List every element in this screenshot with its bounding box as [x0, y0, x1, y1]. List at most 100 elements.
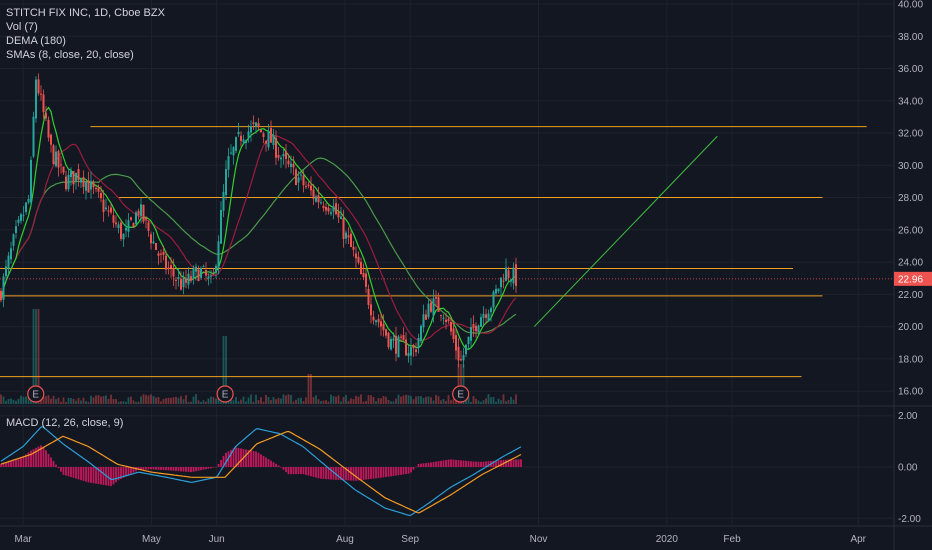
candle-body	[87, 180, 90, 193]
macd-histogram-bar	[247, 449, 250, 467]
volume-bar	[502, 394, 505, 404]
earnings-marker[interactable]	[452, 385, 470, 403]
candle-body	[345, 232, 347, 239]
volume-bar	[365, 400, 367, 404]
macd-tick-label: 2.00	[898, 411, 918, 422]
macd-histogram-bar	[322, 467, 325, 479]
volume-bar	[170, 397, 172, 404]
volume-bar	[305, 397, 307, 404]
volume-bar	[342, 397, 345, 404]
price-tick-label: 20.00	[898, 322, 923, 333]
candle-body	[342, 218, 345, 239]
candle-body	[375, 320, 377, 323]
candle-body	[25, 202, 27, 213]
volume-bar	[247, 397, 250, 404]
macd-histogram-bar	[65, 467, 67, 476]
candle-body	[515, 264, 517, 286]
macd-histogram-bar	[102, 467, 105, 485]
candle-body	[507, 270, 510, 278]
volume-bar	[360, 394, 362, 404]
volume-bar	[395, 398, 397, 404]
candle-body	[262, 133, 265, 138]
candle-body	[335, 203, 337, 215]
candle-body	[500, 277, 502, 288]
candle-body	[45, 112, 47, 119]
legend-dema: DEMA (180)	[6, 35, 66, 47]
macd-histogram-bar	[387, 467, 390, 477]
earnings-marker[interactable]	[216, 385, 234, 403]
candle-body	[232, 147, 235, 156]
candle-body	[160, 253, 162, 255]
volume-bar	[430, 397, 432, 404]
candle-body	[10, 248, 12, 260]
macd-histogram-bar	[362, 467, 365, 480]
macd-histogram-bar	[25, 454, 27, 467]
price-tick-label: 32.00	[898, 129, 923, 140]
volume-bar	[407, 395, 410, 404]
volume-bar	[445, 400, 447, 404]
earnings-marker[interactable]	[27, 385, 45, 403]
trend-projection-line[interactable]	[533, 135, 718, 327]
macd-histogram-bar	[320, 467, 322, 479]
candle-body	[65, 176, 67, 190]
volume-bar	[397, 394, 400, 404]
volume-bar	[315, 395, 317, 404]
candle-body	[310, 185, 312, 191]
volume-bar	[135, 401, 137, 404]
volume-bar	[277, 397, 280, 404]
macd-histogram-bar	[100, 467, 102, 485]
macd-histogram-bar	[350, 467, 352, 481]
macd-histogram-bar	[37, 446, 40, 467]
volume-bar	[70, 398, 72, 404]
macd-histogram-bar	[447, 459, 450, 467]
volume-bar	[422, 397, 425, 404]
macd-histogram-bar	[505, 459, 507, 467]
volume-bar	[330, 394, 332, 404]
price-tick-label: 38.00	[898, 32, 923, 43]
candle-body	[472, 324, 475, 328]
macd-histogram-bar	[357, 467, 360, 481]
volume-bar	[357, 396, 360, 404]
volume-bar	[152, 396, 155, 404]
candle-body	[327, 207, 330, 212]
macd-histogram-bar	[232, 448, 235, 467]
candle-body	[330, 212, 332, 214]
macd-histogram-bar	[375, 467, 377, 479]
candle-body	[410, 347, 412, 356]
macd-histogram-bar	[107, 467, 110, 486]
volume-bar	[262, 401, 265, 404]
volume-bar	[162, 399, 165, 404]
volume-bar	[270, 399, 272, 404]
macd-histogram-bar	[392, 467, 395, 476]
candle-body	[305, 186, 307, 188]
volume-bar	[462, 364, 465, 404]
candle-body	[482, 313, 485, 318]
volume-bar	[427, 396, 430, 404]
volume-bar	[260, 397, 262, 404]
macd-histogram-bar	[272, 462, 275, 467]
candle-body	[175, 279, 177, 281]
volume-bar	[57, 397, 60, 404]
macd-histogram-bar	[477, 461, 480, 467]
volume-bar	[105, 395, 107, 404]
volume-bar	[100, 396, 102, 404]
volume-bar	[507, 400, 510, 404]
macd-histogram-bar	[212, 467, 215, 468]
volume-bar	[510, 396, 512, 404]
volume-bar	[137, 401, 140, 404]
macd-histogram-bar	[127, 467, 130, 476]
macd-histogram-bar	[175, 467, 177, 471]
candle-body	[247, 131, 250, 138]
macd-histogram-bar	[510, 459, 512, 467]
price-tick-label: 24.00	[898, 258, 923, 269]
macd-histogram-bar	[7, 461, 10, 467]
candle-body	[282, 153, 285, 157]
volume-bar	[220, 401, 222, 404]
macd-histogram-bar	[132, 467, 135, 473]
macd-histogram-bar	[345, 467, 347, 481]
candle-body	[390, 339, 392, 350]
macd-histogram-bar	[492, 460, 495, 467]
candle-body	[337, 212, 340, 218]
macd-histogram-bar	[27, 452, 30, 467]
